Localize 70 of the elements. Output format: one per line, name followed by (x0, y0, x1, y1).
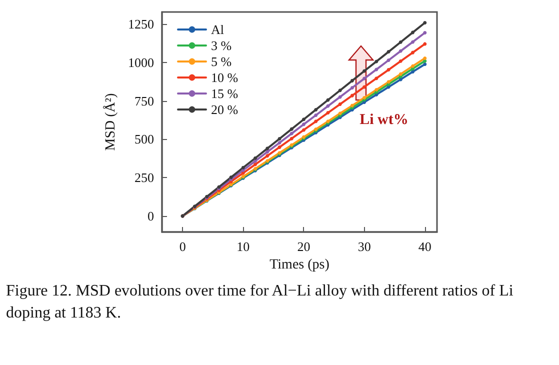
point (254, 159, 258, 163)
point (423, 62, 427, 66)
x-tick-label: 40 (418, 239, 432, 254)
point (338, 102, 342, 106)
point (374, 88, 378, 92)
legend-label: 15 % (211, 86, 238, 101)
legend-label: Al (211, 22, 224, 37)
y-tick-label: 1250 (128, 16, 154, 32)
point (314, 113, 318, 117)
point (423, 21, 427, 25)
legend-label: 5 % (211, 54, 232, 69)
x-tick-label: 20 (297, 239, 310, 254)
point (386, 50, 390, 54)
y-axis-title: MSD (Å²) (102, 92, 118, 151)
point (411, 40, 415, 44)
point (278, 145, 282, 149)
y-tick-label: 250 (134, 170, 154, 186)
point (338, 88, 342, 92)
x-tick-label: 30 (358, 239, 371, 254)
point (266, 146, 270, 150)
legend-label: 10 % (211, 70, 238, 85)
point (386, 58, 390, 62)
point (398, 49, 402, 53)
point (266, 150, 270, 154)
point (411, 30, 415, 34)
point (374, 76, 378, 80)
point (254, 156, 258, 160)
point (411, 64, 415, 68)
legend-label: 3 % (211, 38, 232, 53)
point (254, 162, 258, 166)
point (314, 120, 318, 124)
point (350, 94, 354, 98)
y-tick-label: 500 (134, 132, 154, 147)
point (398, 72, 402, 76)
point (374, 68, 378, 72)
point (302, 118, 306, 122)
point (302, 128, 306, 132)
point (350, 78, 354, 82)
caption: Figure 12. MSD evolutions over time for Al−Li alloy with different ratios of Li doping at 1183 K. (6, 282, 518, 322)
point (338, 95, 342, 99)
point (423, 30, 427, 34)
point (290, 132, 294, 136)
point (241, 166, 245, 170)
legend-label: 20 % (211, 102, 238, 117)
point (290, 127, 294, 131)
point (362, 76, 366, 80)
point (278, 136, 282, 140)
point (278, 140, 282, 144)
point (386, 68, 390, 72)
annotation: Li wt% (360, 112, 408, 128)
point (362, 69, 366, 73)
point (266, 154, 270, 158)
point (423, 56, 427, 60)
point (350, 86, 354, 90)
point (398, 59, 402, 63)
point (326, 111, 330, 115)
x-tick-label: 10 (236, 239, 250, 254)
point (302, 122, 306, 126)
point (423, 42, 427, 46)
point (314, 108, 318, 112)
y-tick-label: 0 (148, 208, 154, 224)
y-tick-label: 750 (134, 93, 154, 108)
point (290, 136, 294, 140)
y-tick-label: 1000 (128, 54, 154, 70)
point (398, 40, 402, 44)
point (411, 50, 415, 54)
point (362, 85, 366, 89)
x-axis-title: Times (ps) (270, 257, 330, 272)
x-tick-label: 0 (179, 239, 186, 254)
point (374, 60, 378, 64)
